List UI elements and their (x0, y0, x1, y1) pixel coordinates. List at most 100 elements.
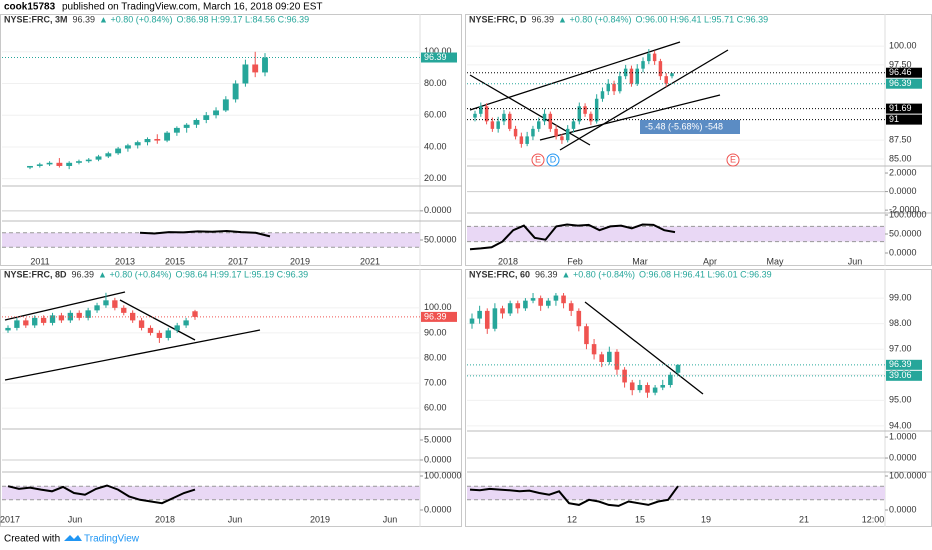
candle-body (496, 121, 500, 129)
price-tag (886, 78, 922, 89)
pane-title: NYSE:FRC, 60 (469, 269, 530, 279)
candle-body (40, 317, 47, 323)
pane-price: 96.39 (532, 14, 555, 24)
x-tick-label: Jun (68, 514, 83, 524)
candle-body (629, 382, 635, 391)
logo (64, 535, 82, 541)
measure-box (640, 120, 740, 134)
candle-body (647, 53, 651, 62)
event-marker (546, 153, 560, 167)
candle-body (477, 310, 482, 319)
candle-body (173, 127, 180, 133)
footer-text: Created with (4, 534, 60, 545)
rsi-band (2, 486, 420, 500)
y-tick-label: 0.0000 (889, 247, 917, 257)
y-tick-label: 0.0000 (889, 452, 917, 462)
y-tick-label: 80.00 (424, 78, 447, 88)
candle-body (623, 68, 628, 77)
x-tick-label: 2015 (165, 256, 185, 266)
candle-body (536, 121, 541, 129)
candle-body (32, 317, 38, 326)
pane-ohlc: O:96.00 H:96.41 L:95.71 C:96.39 (636, 14, 769, 24)
candle-body (232, 83, 239, 100)
candle-body (515, 303, 521, 309)
candle-body (576, 310, 582, 327)
candle-body (144, 139, 151, 143)
x-tick-label: 2018 (155, 514, 175, 524)
price-tag (886, 114, 922, 125)
y-tick-label: 85.00 (889, 153, 912, 163)
candle-body (538, 298, 543, 306)
rsi-line (139, 229, 271, 238)
rsi-line (7, 484, 196, 505)
trend-line (469, 41, 681, 111)
y-tick-label: 2.0000 (889, 167, 917, 177)
candle-body (612, 83, 616, 92)
candle-body (156, 332, 163, 338)
x-tick-label: 2017 (0, 514, 20, 524)
candle-body (115, 148, 122, 154)
candle-body (594, 98, 599, 122)
y-tick-label: 60.00 (424, 403, 447, 413)
footer-brand: TradingView (84, 534, 140, 545)
y-tick-label: 97.50 (889, 59, 912, 69)
x-tick-label: 21 (799, 514, 809, 524)
candle-body (523, 300, 528, 309)
candle-body (36, 164, 43, 166)
y-tick-label: 0.0000 (424, 504, 452, 514)
y-tick-label: 0.0000 (424, 205, 452, 215)
pane-title: NYSE:FRC, D (469, 14, 527, 24)
candle-body (568, 303, 574, 311)
x-tick-label: Jun (848, 256, 863, 266)
candle-body (85, 310, 91, 318)
candle-body (203, 115, 210, 120)
candle-body (262, 57, 268, 73)
candle-body (507, 303, 513, 314)
pane-change: ▲ +0.80 (+0.84%) (562, 269, 635, 279)
candle-body (27, 165, 33, 168)
candle-body (252, 64, 259, 73)
candle-body (56, 162, 63, 166)
y-tick-label: 94.00 (889, 420, 912, 430)
candle-body (614, 351, 620, 370)
pane-ohlc: O:86.98 H:99.17 L:84.56 C:96.39 (177, 14, 310, 24)
price-tag-label: 96.39 (889, 78, 912, 88)
pane-title: NYSE:FRC, 3M (4, 14, 68, 24)
y-tick-label: 70.00 (424, 377, 447, 387)
y-tick-label: -2.0000 (889, 205, 920, 215)
price-tag (421, 52, 457, 63)
y-tick-label: 5.0000 (424, 434, 452, 444)
candle-body (124, 145, 131, 149)
candle-body (58, 315, 65, 321)
trend-line (119, 299, 196, 341)
candle-body (577, 106, 582, 122)
candle-body (660, 385, 666, 388)
event-marker-label: E (535, 154, 541, 164)
price-tag (886, 370, 922, 381)
candle-body (242, 64, 249, 84)
candle-body (138, 320, 145, 328)
candle-body (183, 124, 190, 128)
price-tag-label: 96.46 (889, 67, 912, 77)
candle-body (103, 300, 109, 306)
price-tag-label: 96.39 (424, 52, 447, 62)
candle-body (561, 295, 566, 304)
x-tick-label: 12 (567, 514, 577, 524)
y-tick-label: 90.00 (424, 327, 447, 337)
y-tick-label: 87.50 (889, 135, 912, 145)
candle-body (600, 91, 605, 99)
x-tick-label: Feb (567, 256, 583, 266)
candle-body (553, 295, 559, 301)
price-tag-label: 96.39 (889, 359, 912, 369)
trend-line (469, 74, 591, 146)
candle-body (66, 162, 73, 166)
candle-body (484, 106, 489, 122)
candle-body (513, 128, 518, 137)
rsi-band (2, 232, 420, 248)
pane-price: 96.39 (72, 269, 95, 279)
x-tick-label: 12:00 (862, 514, 885, 524)
y-tick-label: 50.0000 (889, 228, 922, 238)
candle-body (94, 305, 100, 311)
y-tick-label: 1.0000 (889, 431, 917, 441)
